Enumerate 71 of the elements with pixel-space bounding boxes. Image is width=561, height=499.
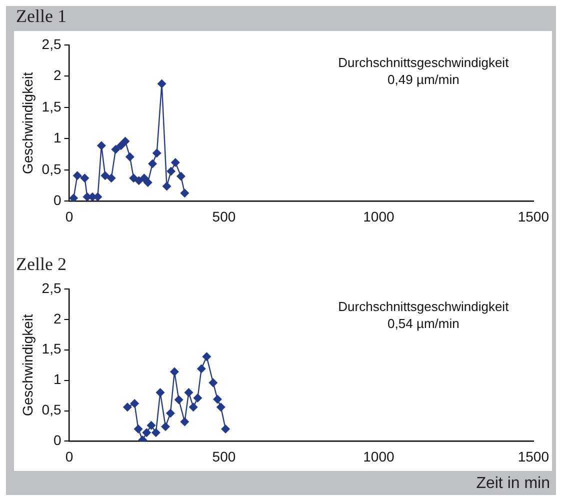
x-axis-title: Zeit in min	[476, 475, 550, 493]
point	[180, 188, 190, 198]
point	[157, 79, 166, 88]
point	[221, 424, 230, 434]
point	[80, 174, 90, 183]
point	[193, 393, 202, 402]
point	[96, 141, 106, 150]
point	[69, 194, 78, 202]
y-tick-label: 0,5	[42, 402, 62, 418]
point	[72, 171, 82, 180]
annotation: 0,49 µm/min	[388, 72, 460, 88]
point	[196, 364, 206, 374]
x-tick-label: 1000	[363, 208, 394, 224]
x-tick-label: 500	[212, 448, 236, 464]
y-tick-label: 2	[53, 67, 62, 84]
y-axis-title: Geschwindigkeit	[19, 72, 36, 174]
point	[111, 144, 120, 154]
y-axis-title: Geschwindigkeit	[19, 314, 36, 416]
point	[162, 182, 172, 191]
annotation: Durchschnittsgeschwindigkeit	[338, 55, 510, 70]
point	[176, 172, 186, 181]
chart-title: Zelle 2	[16, 254, 66, 275]
y-tick-label: 2,5	[42, 36, 62, 52]
point	[188, 402, 198, 412]
point	[202, 352, 212, 362]
point	[106, 174, 116, 183]
x-tick-label: 1500	[518, 208, 550, 224]
point	[180, 417, 190, 426]
point	[148, 159, 158, 168]
point	[116, 141, 126, 150]
point	[130, 398, 140, 408]
y-tick-label: 1,5	[42, 340, 62, 357]
x-tick-label: 1000	[363, 448, 394, 464]
point	[143, 178, 152, 187]
point	[166, 166, 176, 176]
point	[134, 176, 144, 186]
point	[142, 428, 152, 438]
point	[184, 388, 194, 397]
x-tick-label: 0	[65, 208, 74, 224]
point	[174, 395, 184, 404]
y-tick-label: 2	[53, 310, 62, 326]
y-tick-label: 1	[53, 371, 62, 388]
point	[166, 408, 175, 418]
point	[100, 171, 110, 180]
y-tick-label: 0	[53, 192, 62, 208]
point	[140, 174, 149, 183]
point	[216, 402, 226, 412]
point	[170, 158, 180, 167]
point	[208, 378, 218, 388]
y-tick-label: 0,5	[42, 160, 62, 177]
x-tick-label: 500	[212, 208, 236, 224]
point	[125, 152, 134, 162]
point	[134, 424, 143, 434]
point	[122, 402, 132, 412]
point	[161, 422, 170, 432]
point	[170, 367, 179, 376]
point	[151, 428, 160, 438]
point	[156, 388, 165, 397]
x-tick-label: 1500	[518, 448, 550, 464]
y-tick-label: 0	[53, 432, 62, 448]
point	[146, 420, 156, 430]
y-tick-label: 1,5	[42, 98, 62, 114]
x-tick-label: 0	[65, 448, 74, 464]
annotation: Durchschnittsgeschwindigkeit	[338, 299, 510, 314]
point	[152, 148, 162, 158]
chart-title: Zelle 1	[16, 6, 66, 27]
y-tick-label: 1	[53, 130, 62, 146]
point	[120, 136, 130, 146]
point	[212, 394, 222, 404]
annotation: 0,54 µm/min	[388, 316, 460, 332]
y-tick-label: 2,5	[42, 280, 62, 296]
